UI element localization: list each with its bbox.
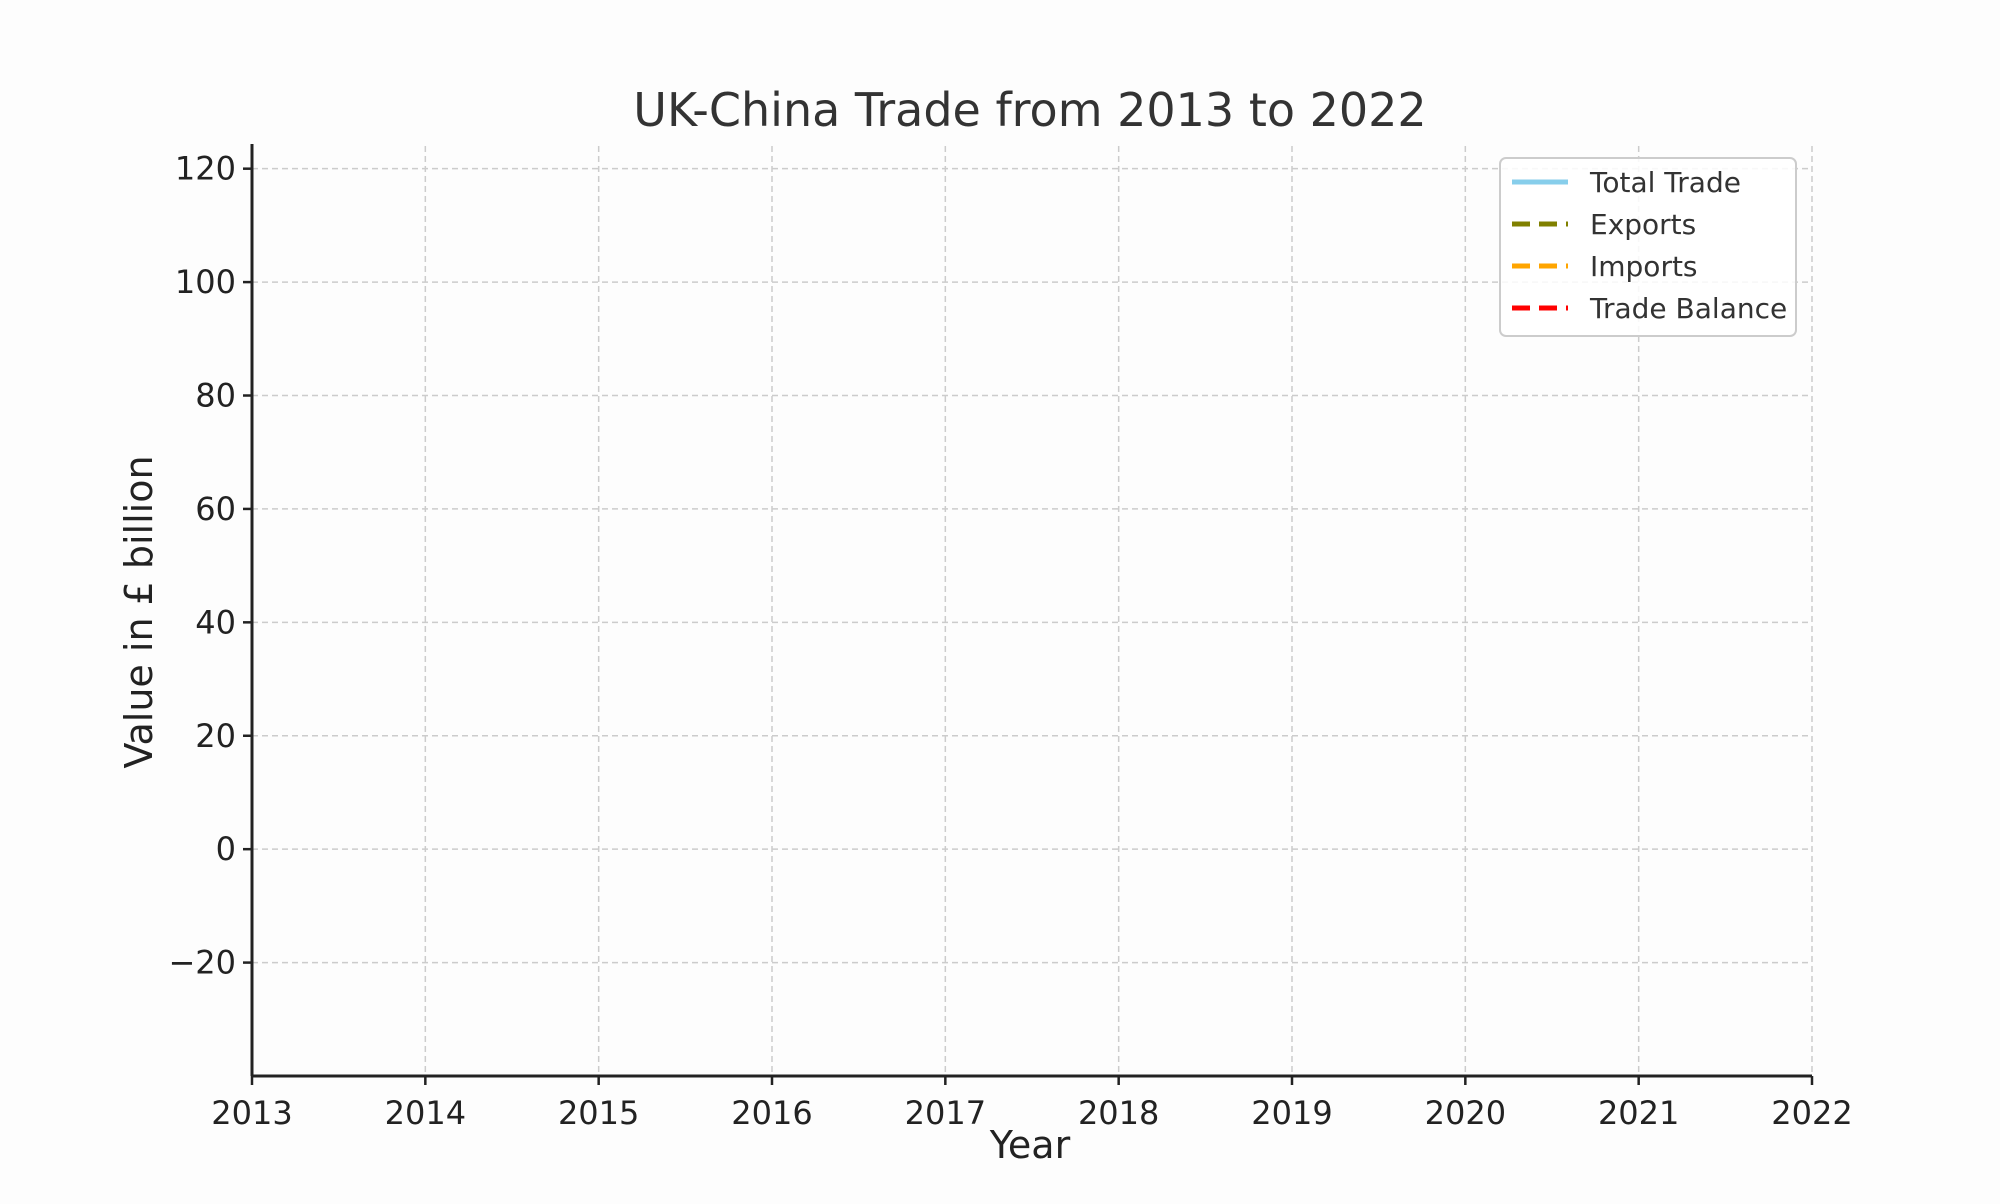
x-tick-label: 2018 bbox=[1078, 1094, 1159, 1132]
y-tick-label: 120 bbox=[175, 150, 236, 188]
legend-entries: Total Trade Exports Imports Trade Balance bbox=[1512, 166, 1787, 325]
legend-label: Exports bbox=[1590, 208, 1696, 241]
legend-label: Trade Balance bbox=[1589, 292, 1787, 325]
grid bbox=[251, 146, 1813, 1076]
legend: Total Trade Exports Imports Trade Balance bbox=[1499, 157, 1797, 337]
y-tick-label: −20 bbox=[168, 944, 236, 982]
x-tick-label: 2017 bbox=[905, 1094, 986, 1132]
y-tick-label: 100 bbox=[175, 263, 236, 301]
y-tick-label: 80 bbox=[195, 377, 236, 415]
x-tick-label: 2021 bbox=[1598, 1094, 1679, 1132]
legend-label: Total Trade bbox=[1589, 166, 1741, 199]
x-tick-label: 2022 bbox=[1771, 1094, 1852, 1132]
x-tick-label: 2015 bbox=[558, 1094, 639, 1132]
y-tick-label: 20 bbox=[195, 717, 236, 755]
axes bbox=[243, 144, 1814, 1085]
x-axis-title: Year bbox=[989, 1123, 1071, 1167]
tick-labels: 2013 2014 2015 2016 2017 2018 2019 2020 2021 2022… bbox=[168, 150, 1852, 1132]
x-tick-label: 2019 bbox=[1251, 1094, 1332, 1132]
x-tick-label: 2014 bbox=[385, 1094, 466, 1132]
legend-label: Imports bbox=[1590, 250, 1698, 283]
y-tick-label: 0 bbox=[216, 830, 236, 868]
legend-box bbox=[1499, 157, 1797, 337]
x-tick-label: 2013 bbox=[211, 1094, 292, 1132]
y-axis-title: Value in £ billion bbox=[117, 455, 161, 768]
x-tick-label: 2020 bbox=[1425, 1094, 1506, 1132]
chart-title: UK-China Trade from 2013 to 2022 bbox=[633, 83, 1426, 137]
x-tick-label: 2016 bbox=[731, 1094, 812, 1132]
y-tick-label: 60 bbox=[195, 490, 236, 528]
y-tick-label: 40 bbox=[195, 603, 236, 641]
